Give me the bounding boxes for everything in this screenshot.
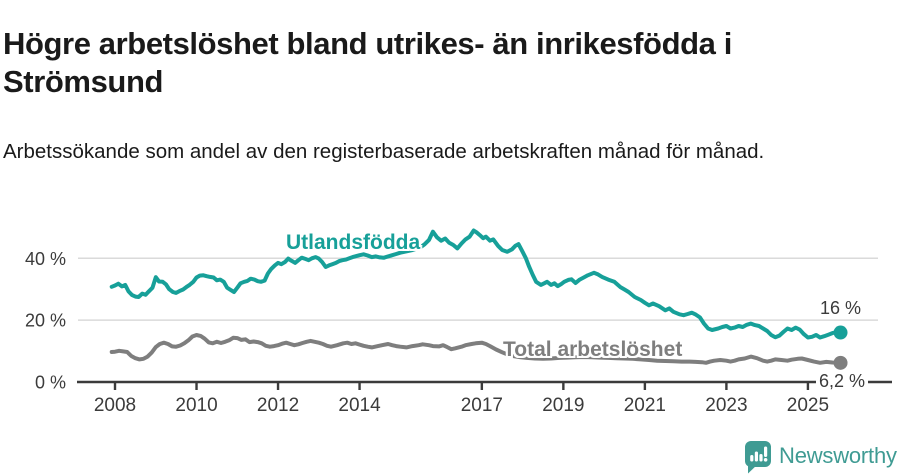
chart-title: Högre arbetslöshet bland utrikes- än inr… bbox=[3, 25, 732, 99]
x-tick-label: 2025 bbox=[787, 395, 829, 416]
newsworthy-brand: Newsworthy bbox=[744, 440, 897, 474]
x-tick-label: 2017 bbox=[461, 395, 503, 416]
newsworthy-logo-icon bbox=[745, 441, 771, 474]
x-tick-label: 2014 bbox=[338, 395, 381, 416]
x-tick-label: 2010 bbox=[175, 395, 217, 416]
series-label-utlandsfodda: Utlandsfödda bbox=[286, 231, 421, 254]
x-tick-label: 2019 bbox=[542, 395, 584, 416]
chart-subtitle: Arbetssökande som andel av den registerb… bbox=[3, 139, 765, 163]
x-tick-label: 2012 bbox=[257, 395, 299, 416]
series-end-dot-1 bbox=[833, 355, 848, 370]
x-tick-label: 2021 bbox=[624, 395, 666, 416]
series-label-total-arbetsloshet: Total arbetslöshet bbox=[503, 338, 683, 361]
end-value-label-utlandsfodda: 16 % bbox=[820, 298, 862, 318]
series-line-0 bbox=[109, 228, 843, 340]
series-end-dot-0 bbox=[833, 325, 848, 340]
y-tick-label: 20 % bbox=[25, 311, 66, 331]
x-tick-label: 2023 bbox=[705, 395, 747, 416]
end-value-label-total: 6,2 % bbox=[816, 371, 869, 392]
x-tick-label: 2008 bbox=[94, 395, 136, 416]
y-tick-label: 0 % bbox=[35, 373, 66, 393]
newsworthy-wordmark: Newsworthy bbox=[779, 443, 897, 468]
y-tick-label: 40 % bbox=[25, 249, 66, 269]
series-line-1 bbox=[109, 333, 843, 365]
